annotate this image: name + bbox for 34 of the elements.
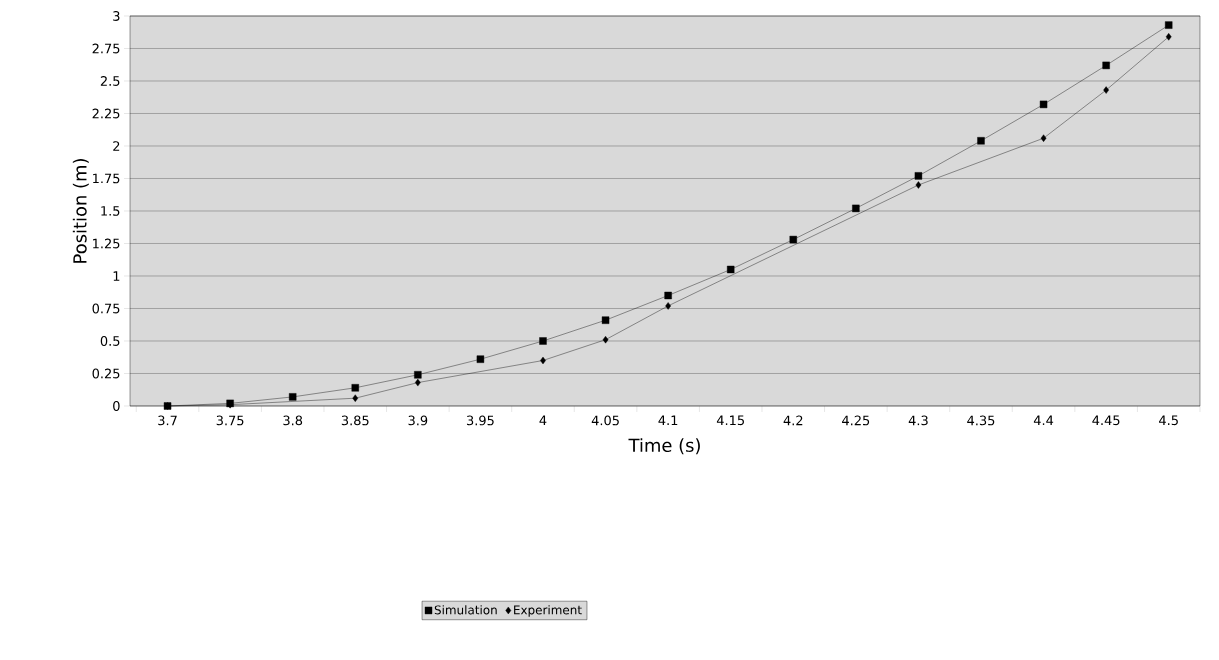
- x-tick-label: 4.25: [842, 415, 870, 426]
- y-tick-label: 1.75: [93, 173, 120, 184]
- x-tick-label: 3.9: [408, 415, 428, 426]
- x-axis-title: Time (s): [628, 438, 700, 455]
- y-tick-label: 2: [113, 141, 120, 151]
- x-tick-label: 4.1: [658, 415, 678, 425]
- x-tick-label: 4.05: [591, 415, 619, 426]
- x-tick-label: 4.45: [1092, 415, 1120, 426]
- y-tick-label: 0.5: [100, 336, 120, 346]
- y-tick-label: 0: [113, 401, 120, 411]
- y-tick-label: 2.75: [92, 43, 120, 54]
- x-tick-label: 4: [539, 415, 547, 425]
- y-tick-label: 3: [113, 11, 120, 21]
- x-tick-label: 4.4: [1033, 415, 1054, 425]
- y-tick-label: 1.5: [101, 206, 120, 216]
- x-tick-label: 3.85: [341, 415, 369, 426]
- y-tick-label: 0.75: [92, 303, 120, 314]
- y-tick-label: 0.25: [92, 368, 120, 379]
- x-tick-label: 3.8: [283, 415, 303, 426]
- x-tick-label: 4.2: [783, 415, 803, 426]
- y-tick-label: 2.5: [100, 76, 120, 86]
- y-axis-title: Position (m): [72, 159, 89, 263]
- legend-label: Experiment: [514, 605, 582, 617]
- y-tick-label: 1.25: [93, 238, 120, 249]
- x-tick-label: 3.75: [216, 415, 244, 426]
- x-tick-label: 3.95: [466, 415, 494, 426]
- y-tick-label: 1: [113, 271, 120, 281]
- x-tick-label: 4.15: [716, 415, 744, 426]
- x-tick-label: 4.5: [1159, 415, 1178, 426]
- legend-label: Simulation: [434, 605, 497, 615]
- x-tick-label: 4.35: [967, 415, 995, 426]
- x-tick-label: 4.3: [908, 415, 928, 426]
- y-tick-label: 2.25: [92, 108, 120, 119]
- x-tick-label: 3.7: [158, 415, 177, 426]
